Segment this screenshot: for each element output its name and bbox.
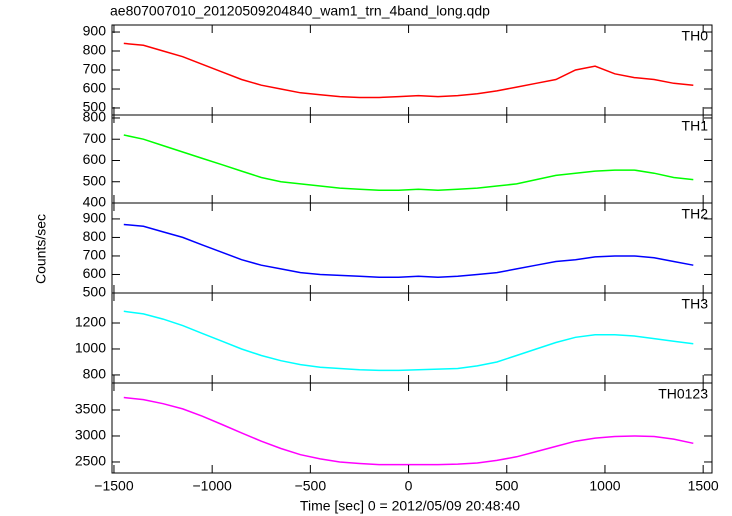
x-tick-label: 1500 (688, 478, 719, 494)
y-tick-label: 700 (83, 130, 107, 146)
y-tick-label: 3500 (75, 401, 106, 417)
data-line (123, 310, 694, 372)
chart-title: ae807007010_20120509204840_wam1_trn_4ban… (110, 3, 490, 19)
data-line (123, 134, 694, 191)
x-tick-label: 0 (405, 478, 413, 494)
panel-label: TH3 (682, 296, 709, 312)
y-tick-label: 400 (83, 194, 107, 210)
y-tick-label: 1000 (75, 340, 106, 356)
panel-label: TH2 (682, 206, 709, 222)
y-tick-label: 600 (83, 80, 107, 96)
y-tick-label: 800 (83, 109, 107, 125)
y-tick-label: 700 (83, 247, 107, 263)
y-tick-label: 700 (83, 61, 107, 77)
data-line (123, 42, 694, 99)
y-tick-label: 600 (83, 265, 107, 281)
x-tick-label: −1000 (192, 478, 232, 494)
x-axis-label: Time [sec] 0 = 2012/05/09 20:48:40 (300, 498, 520, 514)
data-line (123, 223, 694, 279)
y-tick-label: 3000 (75, 427, 106, 443)
x-tick-label: 500 (495, 478, 519, 494)
panel-label: TH1 (682, 118, 709, 134)
x-tick-label: −1500 (94, 478, 134, 494)
panel-label: TH0 (682, 28, 709, 44)
y-tick-label: 1200 (75, 314, 106, 330)
data-line (123, 396, 694, 466)
y-tick-label: 500 (83, 172, 107, 188)
y-tick-label: 2500 (75, 453, 106, 469)
x-tick-label: 1000 (589, 478, 620, 494)
x-tick-label: −500 (295, 478, 327, 494)
panel-label: TH0123 (658, 386, 708, 402)
y-tick-label: 800 (83, 228, 107, 244)
y-tick-label: 500 (83, 284, 107, 300)
y-tick-label: 600 (83, 151, 107, 167)
y-tick-label: 800 (83, 42, 107, 58)
y-tick-label: 500 (83, 99, 107, 115)
panel-frame (111, 202, 713, 294)
y-tick-label: 900 (83, 23, 107, 39)
y-tick-label: 900 (83, 210, 107, 226)
y-axis-label: Counts/sec (33, 214, 49, 284)
y-tick-label: 800 (83, 366, 107, 382)
panel-frame (111, 24, 713, 116)
panel-frame (111, 382, 713, 474)
